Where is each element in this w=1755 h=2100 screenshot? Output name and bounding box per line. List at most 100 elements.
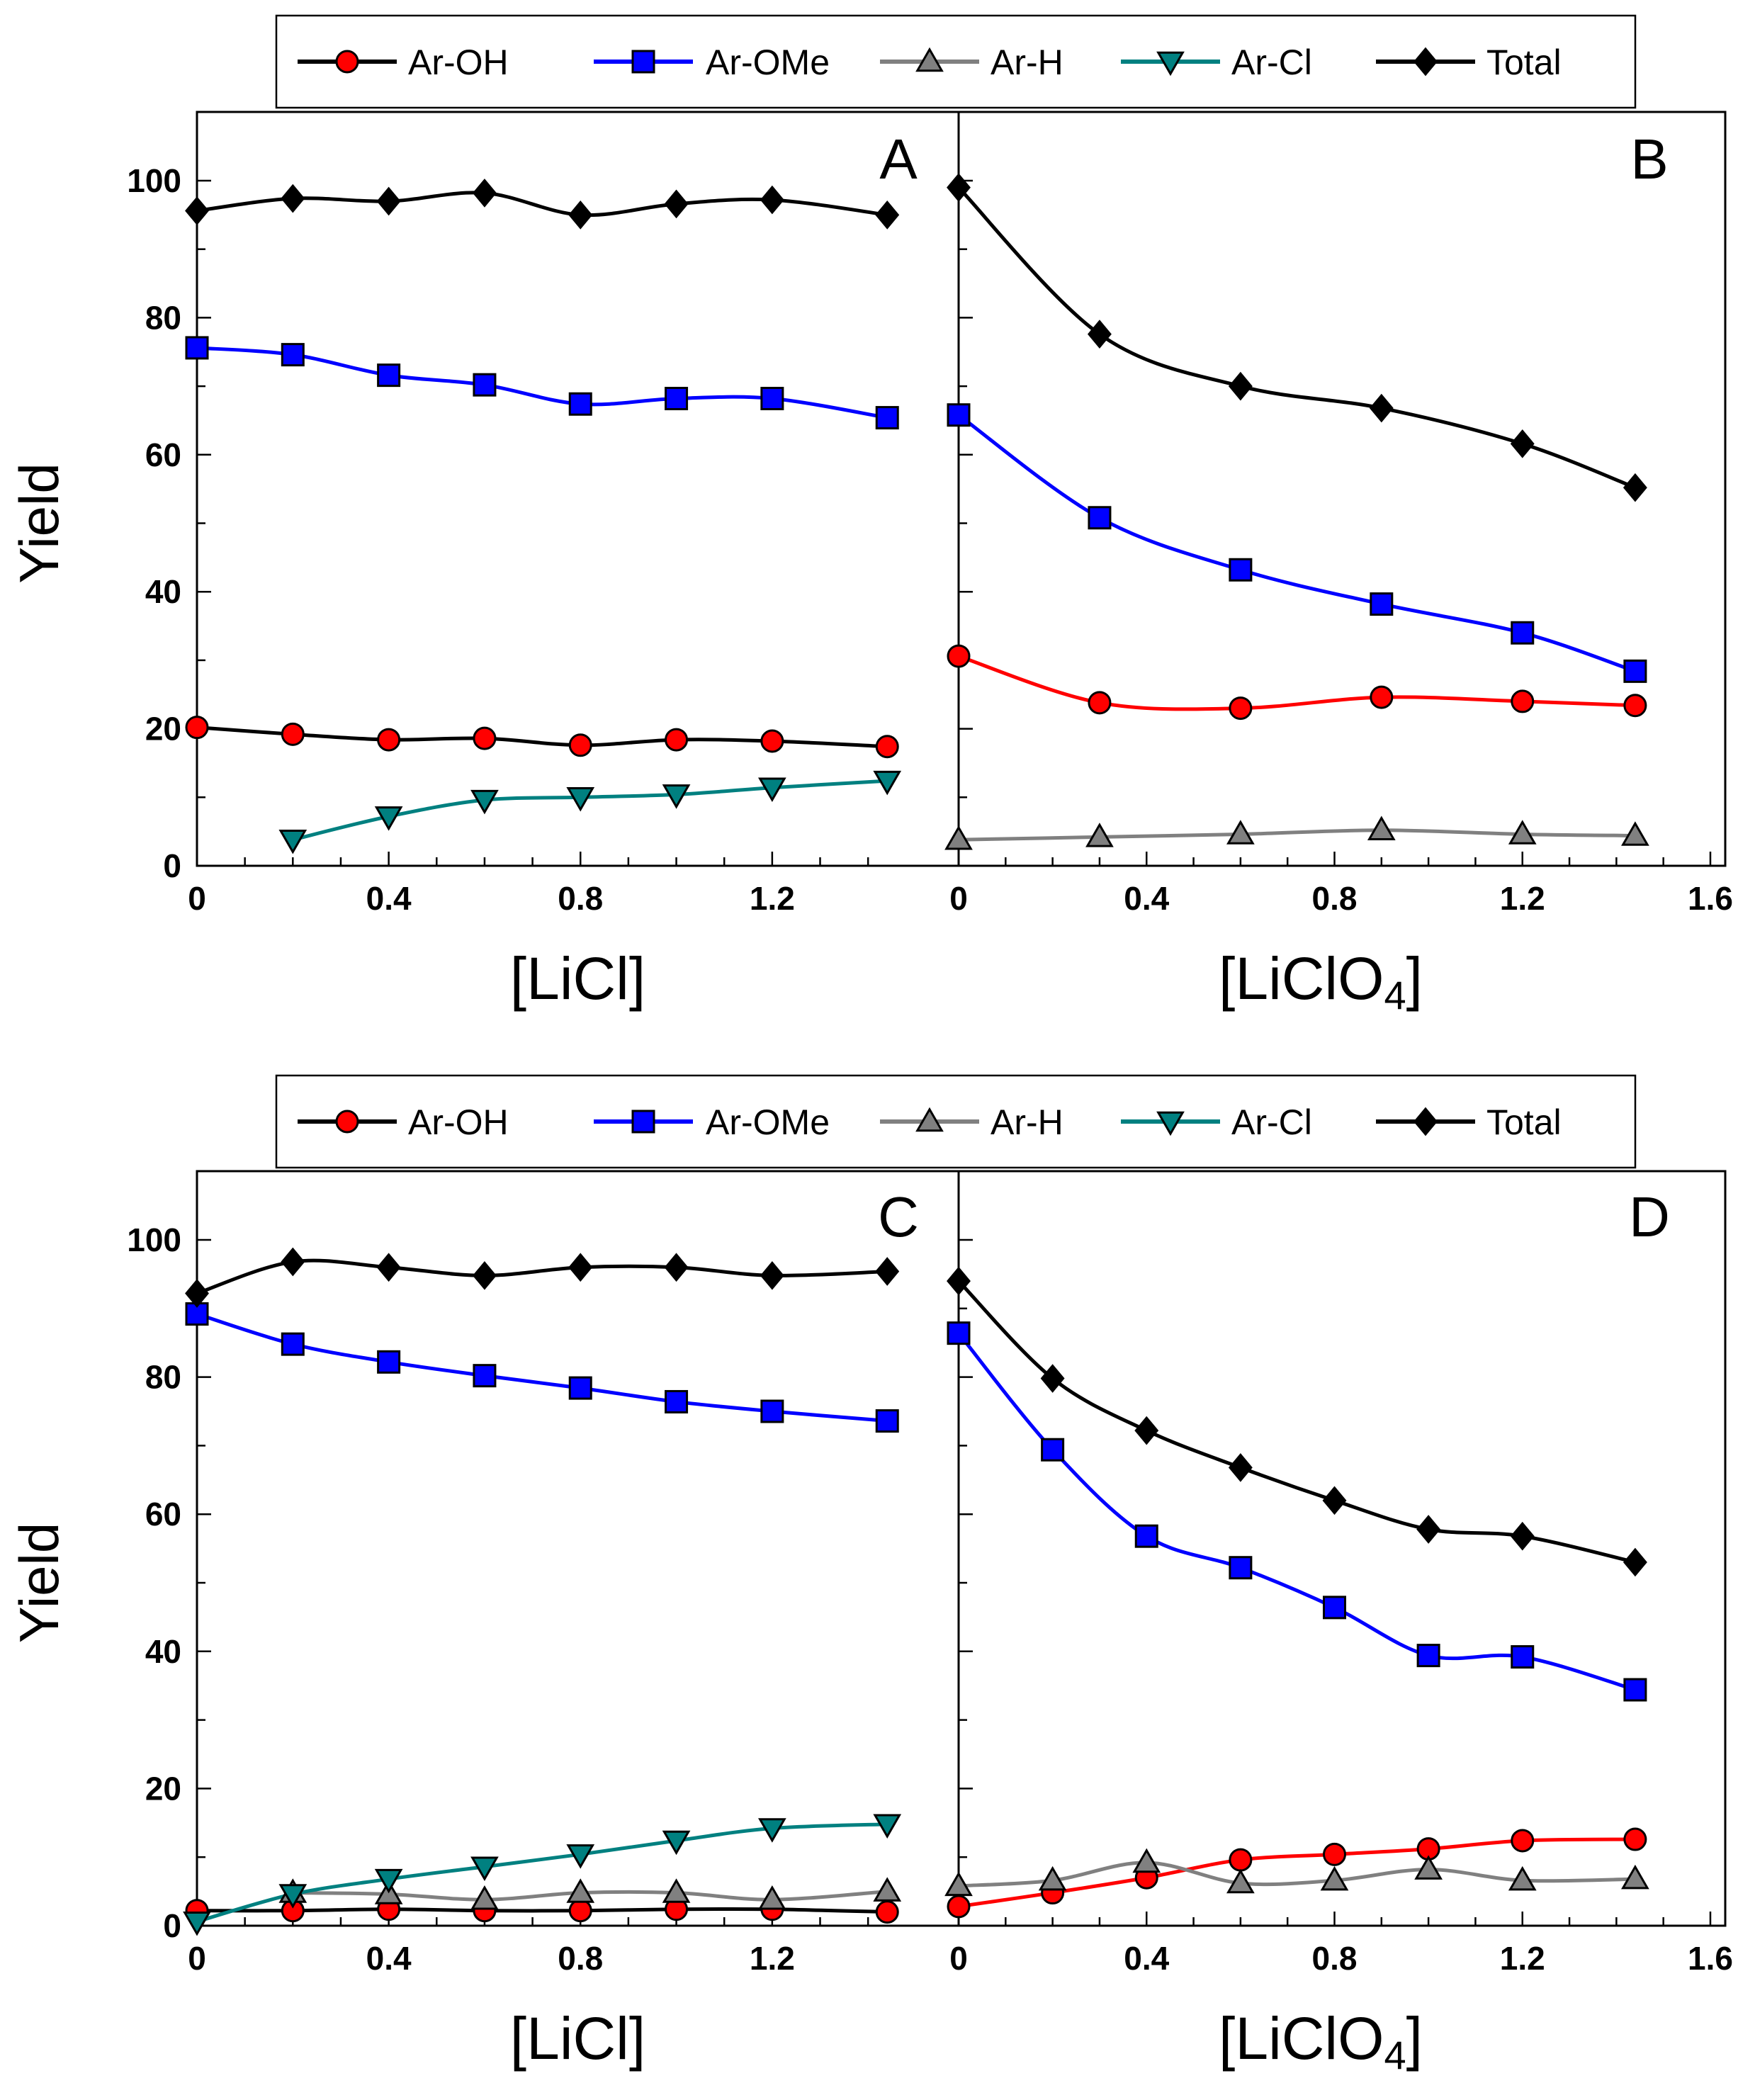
y-tick-label: 80: [145, 299, 181, 336]
data-point: [1085, 823, 1114, 847]
x-axis-label-main: [LiClO: [1219, 2005, 1384, 2072]
x-tick-label: 1.2: [1500, 880, 1545, 917]
data-point: [1229, 1556, 1253, 1580]
data-point: [1132, 1848, 1161, 1873]
data-point: [947, 173, 971, 203]
data-point: [662, 784, 691, 809]
data-point: [1623, 473, 1647, 502]
data-point: [1508, 1865, 1537, 1891]
data-point: [1414, 1855, 1443, 1880]
panel-letter: C: [878, 1185, 919, 1248]
data-point: [665, 728, 689, 752]
series-markers-ar-oh: [947, 644, 1647, 721]
data-point: [1510, 1521, 1535, 1551]
data-point: [1134, 1416, 1159, 1445]
legend-item: Total: [1376, 43, 1562, 82]
chart-panel-D: 0 0.4 0.8 1.2 1.6 D [LiClO4]: [944, 1170, 1733, 2077]
y-tick-label: 20: [145, 711, 181, 747]
data-point: [1320, 1865, 1349, 1891]
legend-label: Ar-Cl: [1231, 43, 1312, 82]
data-point: [374, 806, 403, 831]
y-tick-label: 40: [145, 1633, 181, 1670]
data-point: [1623, 694, 1647, 718]
x-tick-label: 0: [949, 1940, 968, 1977]
data-point: [1511, 689, 1535, 713]
data-point: [568, 1376, 592, 1400]
data-point: [947, 644, 971, 668]
data-point: [377, 363, 401, 388]
x-tick-label: 0: [949, 880, 968, 917]
data-point: [1323, 1842, 1346, 1866]
data-point: [1511, 621, 1535, 645]
y-tick-label: 100: [127, 162, 181, 199]
x-tick-label: 1.6: [1688, 1940, 1733, 1977]
x-tick-label: 0: [188, 880, 206, 917]
legend-item: Ar-H: [880, 1102, 1063, 1142]
data-point: [1087, 320, 1112, 349]
series-line-ar-ome: [957, 1332, 1636, 1692]
x-axis-label-main: [LiCl]: [510, 2005, 645, 2072]
series-line-ar-h: [958, 828, 1635, 842]
data-point: [377, 728, 401, 752]
x-axis-label: [LiCl]: [510, 2005, 645, 2072]
data-point: [1229, 558, 1253, 582]
data-point: [470, 789, 499, 815]
data-point: [1088, 506, 1112, 530]
legend-item: Ar-Cl: [1121, 43, 1312, 82]
data-point: [568, 201, 593, 230]
data-point: [1621, 1864, 1649, 1890]
data-point: [664, 1253, 689, 1282]
legend-marker: [915, 47, 944, 72]
series-line-total: [957, 186, 1636, 490]
series-markers-ar-ome: [947, 403, 1647, 683]
data-point: [1511, 1829, 1535, 1853]
data-point: [947, 403, 971, 427]
series-markers-ar-ome: [185, 336, 899, 430]
y-tick-label: 100: [127, 1221, 181, 1258]
data-point: [473, 726, 497, 750]
data-point: [1623, 1827, 1647, 1851]
data-point: [566, 1844, 595, 1869]
x-tick-label: 0.8: [1312, 1940, 1358, 1977]
data-point: [377, 1350, 401, 1374]
data-point: [760, 1399, 784, 1423]
data-point: [568, 733, 592, 757]
data-point: [374, 1868, 403, 1894]
data-point: [376, 186, 401, 216]
legend-marker: [1156, 1111, 1185, 1136]
data-point: [185, 716, 209, 740]
legend-marker: [1413, 1107, 1438, 1136]
x-tick-label: 0.8: [558, 880, 603, 917]
data-point: [875, 735, 899, 759]
data-point: [1623, 1678, 1647, 1702]
series-markers-total: [185, 1247, 900, 1308]
data-point: [472, 1260, 497, 1290]
panel-letter: D: [1629, 1185, 1670, 1248]
x-axis-label-main: [LiCl]: [510, 945, 645, 1012]
data-point: [1229, 1848, 1253, 1872]
data-point: [1623, 659, 1647, 683]
data-point: [376, 1253, 401, 1282]
chart-panel-B: 0 0.4 0.8 1.2 1.6 B [LiClO4]: [944, 111, 1733, 1017]
legend-item: Ar-OMe: [594, 43, 830, 82]
data-point: [281, 1332, 305, 1356]
legend-item: Ar-Cl: [1121, 1102, 1312, 1142]
x-tick-label: 0.8: [1312, 880, 1358, 917]
x-axis-label-sub: 4: [1384, 2033, 1406, 2077]
data-point: [1226, 820, 1255, 845]
legend-marker: [631, 1110, 655, 1134]
legend-marker: [335, 50, 359, 74]
data-point: [1228, 371, 1253, 401]
legend-label: Ar-Cl: [1231, 1102, 1312, 1142]
data-point: [472, 179, 497, 208]
legend-marker: [335, 1110, 359, 1134]
data-point: [760, 1260, 784, 1290]
chart-panel-C: 0 20 40 60 80 100 0 0.4 0.8 1.2 C Yield [LiCl]: [8, 1170, 960, 2072]
series-markers-ar-cl: [183, 1814, 902, 1936]
data-point: [1370, 685, 1394, 709]
x-tick-label: 0: [188, 1940, 206, 1977]
data-point: [1040, 1364, 1065, 1393]
data-point: [760, 729, 784, 753]
data-point: [875, 1257, 900, 1286]
data-point: [1088, 691, 1112, 715]
